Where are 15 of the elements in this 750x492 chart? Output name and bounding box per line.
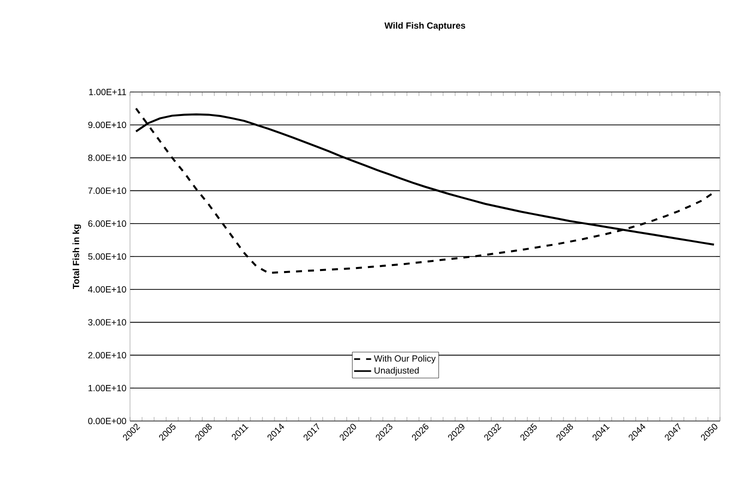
y-tick-label: 5.00E+10 — [88, 253, 126, 260]
y-tick-label: 3.00E+10 — [88, 319, 126, 326]
y-tick-label: 7.00E+10 — [88, 188, 126, 194]
legend-label: Unadjusted — [374, 367, 419, 376]
legend-label: With Our Policy — [374, 355, 436, 364]
y-tick-label: 0.00E+00 — [88, 418, 126, 424]
y-axis-title: Total Fish in kg — [72, 224, 82, 289]
y-tick-label: 4.00E+10 — [88, 286, 126, 293]
y-tick-label: 6.00E+10 — [88, 220, 126, 227]
chart-title: Wild Fish Captures — [384, 22, 466, 30]
y-tick-label: 1.00E+10 — [88, 384, 126, 392]
y-tick-label: 9.00E+10 — [88, 122, 126, 128]
y-tick-label: 2.00E+10 — [88, 352, 126, 358]
y-tick-label: 1.00E+11 — [89, 88, 126, 96]
y-tick-label: 8.00E+10 — [88, 154, 126, 161]
